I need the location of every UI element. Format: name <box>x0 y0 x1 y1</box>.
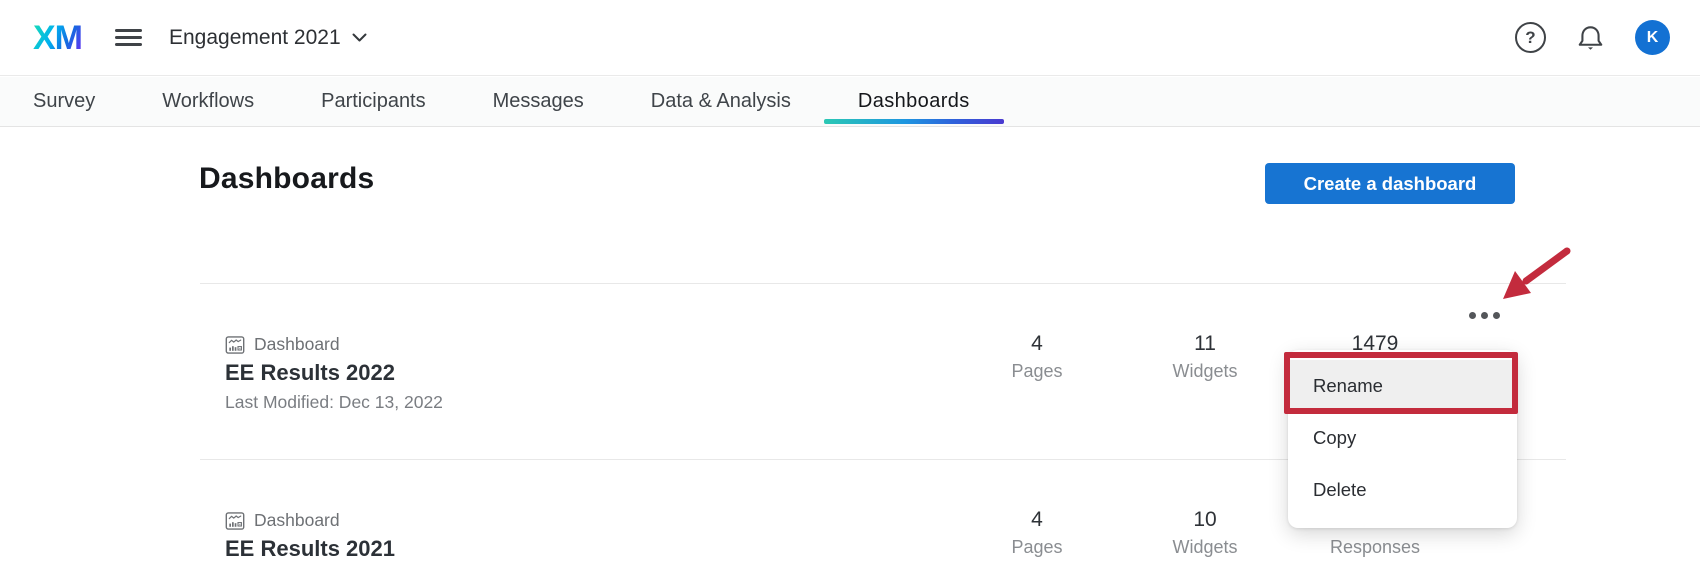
ellipsis-icon <box>1480 311 1488 319</box>
project-name: Engagement 2021 <box>169 25 341 49</box>
notifications-button[interactable] <box>1576 24 1605 52</box>
project-switcher[interactable]: Engagement 2021 <box>169 26 367 50</box>
stat-label: Pages <box>1011 361 1063 381</box>
dashboard-type-label: Dashboard <box>254 510 340 530</box>
dashboard-last-modified: Last Modified: Dec 13, 2022 <box>225 392 443 412</box>
ellipsis-icon <box>1492 311 1500 319</box>
avatar-initial: K <box>1646 28 1659 46</box>
stat-value: 4 <box>1031 332 1043 355</box>
tab-dashboards[interactable]: Dashboards <box>823 77 1004 126</box>
hamburger-icon <box>115 43 142 46</box>
hamburger-icon <box>115 36 142 39</box>
hamburger-menu-button[interactable] <box>115 29 142 46</box>
dashboard-type-line: Dashboard <box>225 334 443 355</box>
top-bar: XM Engagement 2021 ? K <box>0 0 1700 76</box>
tab-data-analysis[interactable]: Data & Analysis <box>650 90 791 112</box>
user-avatar[interactable]: K <box>1635 20 1670 55</box>
dashboard-type-label: Dashboard <box>254 334 340 354</box>
stat-value: 1479 <box>1351 332 1399 355</box>
stat-label: Widgets <box>1172 361 1238 381</box>
stat-value: 4 <box>1031 508 1043 531</box>
dashboard-chart-icon <box>225 335 245 354</box>
dashboard-row: Dashboard EE Results 2021 Last Modified:… <box>200 459 1566 570</box>
menu-item-delete[interactable]: Delete <box>1313 479 1367 500</box>
project-nav-tabs: Survey Workflows Participants Messages D… <box>0 77 1700 127</box>
dashboard-row-info: Dashboard EE Results 2022 Last Modified:… <box>225 334 443 413</box>
ellipsis-icon <box>1468 311 1476 319</box>
tab-messages[interactable]: Messages <box>492 90 584 112</box>
hamburger-icon <box>115 29 142 32</box>
dashboard-type-line: Dashboard <box>225 510 433 531</box>
tab-participants[interactable]: Participants <box>321 90 426 112</box>
menu-item-copy[interactable]: Copy <box>1313 427 1357 448</box>
bell-icon <box>1578 25 1603 50</box>
stat-value: 11 <box>1194 332 1216 355</box>
stat-value: 10 <box>1193 508 1217 531</box>
stat-pages: 4 Pages <box>1011 332 1062 382</box>
context-menu: Rename Copy Delete <box>1288 350 1517 528</box>
xm-logo: XM <box>33 18 83 57</box>
chevron-down-icon <box>352 33 367 41</box>
dashboard-chart-icon <box>225 511 245 530</box>
stat-label: Pages <box>1011 537 1063 557</box>
dashboard-name[interactable]: EE Results 2022 <box>225 360 395 385</box>
stat-label: Responses <box>1329 537 1421 557</box>
question-mark-icon: ? <box>1525 27 1536 47</box>
help-button[interactable]: ? <box>1515 22 1546 53</box>
tab-survey[interactable]: Survey <box>33 90 96 112</box>
menu-item-rename[interactable]: Rename <box>1288 360 1517 412</box>
more-options-button[interactable] <box>1462 305 1506 325</box>
dashboard-row-info: Dashboard EE Results 2021 Last Modified:… <box>225 510 433 570</box>
stat-widgets: 10 Widgets <box>1172 508 1237 558</box>
stat-responses: Responses <box>1330 508 1420 558</box>
tab-workflows[interactable]: Workflows <box>162 90 255 112</box>
top-bar-actions: ? K <box>1515 20 1670 55</box>
stat-widgets: 11 Widgets <box>1172 332 1237 382</box>
stat-label: Widgets <box>1172 537 1238 557</box>
stat-pages: 4 Pages <box>1011 508 1062 558</box>
dashboard-name[interactable]: EE Results 2021 <box>225 536 395 561</box>
page-title: Dashboards <box>199 162 375 195</box>
create-dashboard-button[interactable]: Create a dashboard <box>1265 163 1515 204</box>
dashboard-last-modified: Last Modified: Dec 5, 2022 <box>225 568 433 570</box>
